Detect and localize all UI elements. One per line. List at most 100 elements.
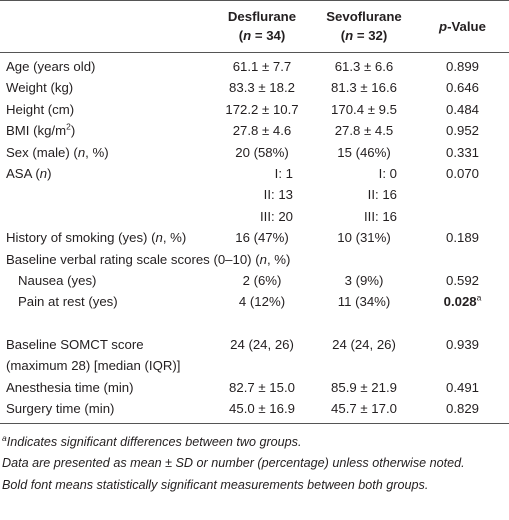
row-label: ASA (n) — [0, 163, 212, 227]
data-cell: 81.3 ± 16.6 — [312, 77, 416, 98]
table-row: Anesthesia time (min) 82.7 ± 15.0 85.9 ± 2… — [0, 377, 509, 398]
text-run: n — [243, 28, 252, 43]
cell-text: 45.7 ± 17.0 — [331, 401, 397, 417]
header-cell: p-Value — [416, 0, 509, 53]
text-run: Surgery time (min) — [6, 401, 115, 417]
cell-text: 61.1 ± 7.7 — [232, 59, 292, 74]
data-cell: 0.070 — [416, 163, 509, 227]
row-label: Baseline verbal rating scale scores (0–1… — [0, 249, 312, 270]
cell-text: 0.899 — [445, 59, 479, 74]
text-run: = 34) — [251, 28, 286, 43]
data-cell: 0.592 — [416, 270, 509, 291]
cell-text: 24 (24, 26) — [332, 336, 396, 352]
footnote: Data are presented as mean ± SD or numbe… — [2, 453, 507, 475]
table-row: ASA (n) I: 1 II: 13 III: 20 I: 0 II: 16 III: 1… — [0, 163, 509, 227]
row-label: Anesthesia time (min) — [0, 377, 212, 398]
column-subtitle: (n = 32) — [312, 26, 416, 45]
text-run: p — [439, 18, 448, 34]
cell-text: 11 (34%) — [337, 294, 391, 310]
row-label: History of smoking (yes) (n, %) — [0, 227, 212, 248]
cell-text: 0.829 — [445, 401, 479, 417]
row-label: Pain at rest (yes) — [0, 291, 212, 333]
cell-line: II: 13 — [263, 187, 293, 203]
cell-text: 16 (47%) — [235, 230, 289, 246]
row-label: Weight (kg) — [0, 77, 212, 98]
cell-line: II: 16 — [367, 187, 397, 203]
data-cell: 45.0 ± 16.9 — [212, 398, 312, 423]
table-row: Age (years old) 61.1 ± 7.7 61.3 ± 6.6 0.899 — [0, 53, 509, 78]
cell-line: I: 1 — [274, 166, 293, 182]
table-row: Height (cm) 172.2 ± 10.7 170.4 ± 9.5 0.484 — [0, 99, 509, 120]
text-run: Baseline SOMCT score (maximum 28) [media… — [6, 336, 181, 374]
data-cell: 0.331 — [416, 142, 509, 163]
text-run: 0.028 — [443, 294, 477, 310]
text-run: Bold font means statistically significan… — [2, 477, 429, 492]
footnote: Bold font means statistically significan… — [2, 475, 507, 497]
text-run: Baseline verbal rating scale scores (0–1… — [6, 251, 260, 267]
cell-line: III: 16 — [364, 208, 397, 224]
cell-text: 24 (24, 26) — [230, 336, 294, 352]
cell-text: 0.484 — [445, 101, 479, 117]
table-row: Weight (kg) 83.3 ± 18.2 81.3 ± 16.6 0.646 — [0, 77, 509, 98]
text-run: , %) — [85, 144, 109, 160]
data-cell: 170.4 ± 9.5 — [312, 99, 416, 120]
footnote: aIndicates significant differences betwe… — [2, 432, 507, 454]
data-cell: 20 (58%) — [212, 142, 312, 163]
text-run: Pain at rest (yes) — [18, 294, 118, 310]
text-run: BMI (kg/m — [6, 123, 67, 139]
data-cell: I: 0 II: 16 III: 16 — [312, 163, 416, 227]
cell-text: 0.070 — [445, 166, 479, 182]
table-header: Desflurane (n = 34) Sevoflurane (n = 32) p-V… — [0, 0, 509, 53]
data-cell: 15 (46%) — [312, 142, 416, 163]
cell-text: 2 (6%) — [242, 273, 282, 289]
cell-text: 0.646 — [445, 80, 479, 96]
data-cell: 0.939 — [416, 334, 509, 377]
data-cell: 3 (9%) — [312, 270, 416, 291]
data-cell: 24 (24, 26) — [212, 334, 312, 377]
data-cell: 82.7 ± 15.0 — [212, 377, 312, 398]
data-cell: 10 (31%) — [312, 227, 416, 248]
text-run: ) — [47, 166, 52, 182]
data-cell: 83.3 ± 18.2 — [212, 77, 312, 98]
data-cell: 0.899 — [416, 53, 509, 78]
table-row: Baseline verbal rating scale scores (0–1… — [0, 249, 509, 270]
text-run: ( — [340, 28, 346, 43]
header-row: Desflurane (n = 34) Sevoflurane (n = 32) p-V… — [0, 0, 509, 53]
data-cell: 0.952 — [416, 120, 509, 141]
text-run: -Value — [447, 18, 486, 34]
text-run: Desflurane — [227, 9, 297, 24]
text-run: n — [345, 28, 354, 43]
row-label: Nausea (yes) — [0, 270, 212, 291]
text-run: History of smoking (yes) ( — [6, 230, 156, 246]
text-run: n — [39, 166, 48, 182]
text-run: Weight (kg) — [6, 80, 74, 96]
table-row: Baseline SOMCT score (maximum 28) [media… — [0, 334, 509, 377]
text-run: Data are presented as mean ± SD or numbe… — [2, 456, 465, 470]
data-cell: 85.9 ± 21.9 — [312, 377, 416, 398]
text-run: ( — [238, 28, 244, 43]
data-cell: I: 1 II: 13 III: 20 — [212, 163, 312, 227]
cell-text: 45.0 ± 16.9 — [229, 401, 295, 417]
row-label: Surgery time (min) — [0, 398, 212, 423]
column-title: Desflurane — [212, 7, 312, 26]
cell-text: 172.2 ± 10.7 — [225, 101, 299, 117]
cell-text: 0.592 — [445, 273, 479, 289]
data-cell: 2 (6%) — [212, 270, 312, 291]
cell-text: 0.189 — [445, 230, 479, 246]
header-cell: Sevoflurane (n = 32) — [312, 0, 416, 53]
header-cell: Desflurane (n = 34) — [212, 0, 312, 53]
cell-text: 27.8 ± 4.6 — [232, 123, 292, 139]
table-row: Pain at rest (yes) 4 (12%) 11 (34%) 0.028a — [0, 291, 509, 333]
data-cell: 0.484 — [416, 99, 509, 120]
text-run: , %) — [162, 230, 187, 246]
cell-text: 170.4 ± 9.5 — [331, 101, 397, 117]
table-row: Sex (male) (n, %) 20 (58%) 15 (46%) 0.331 — [0, 142, 509, 163]
superscript: a — [476, 293, 482, 304]
text-run: = 32) — [353, 28, 388, 43]
empty-cell — [416, 249, 509, 270]
row-label: Sex (male) (n, %) — [0, 142, 212, 163]
table-row: History of smoking (yes) (n, %) 16 (47%) 1… — [0, 227, 509, 248]
text-run: n — [155, 230, 163, 246]
text-run: , %) — [266, 251, 291, 267]
empty-cell — [312, 249, 416, 270]
